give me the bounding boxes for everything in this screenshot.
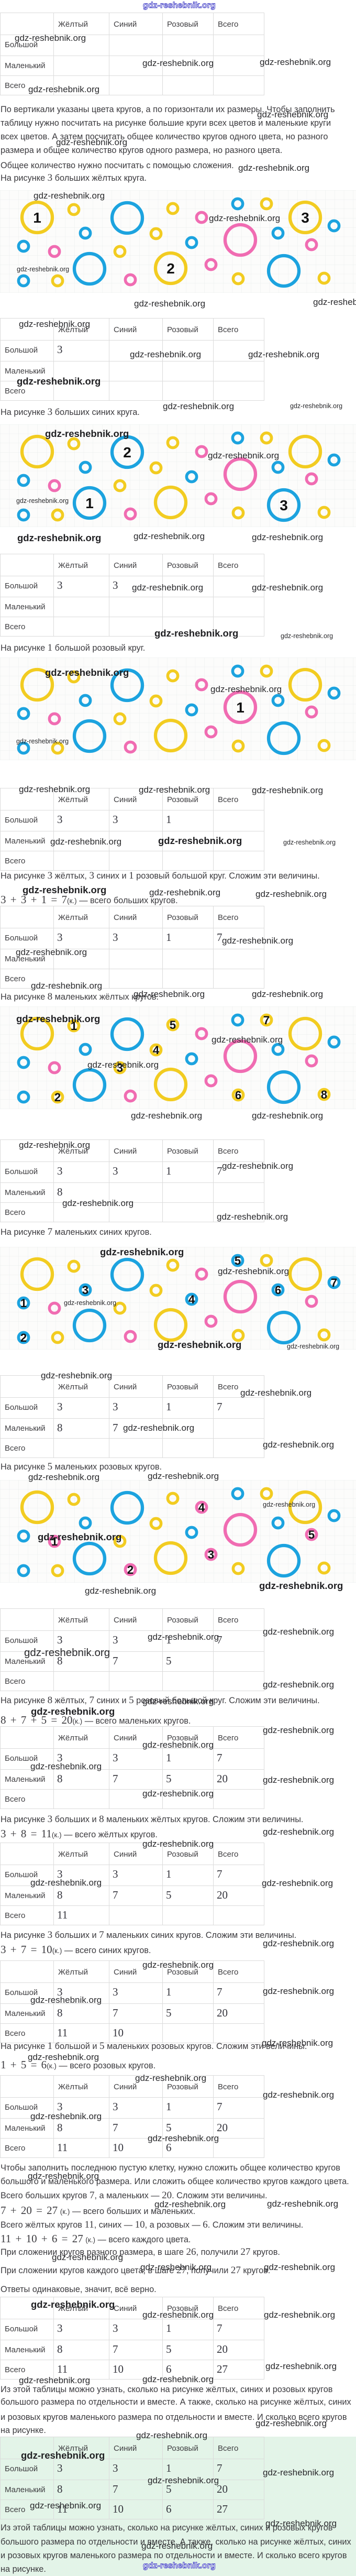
svg-text:4: 4 — [198, 1501, 205, 1514]
svg-text:1: 1 — [51, 1535, 58, 1548]
svg-text:5: 5 — [235, 1254, 241, 1267]
svg-text:3: 3 — [280, 497, 288, 513]
svg-text:1: 1 — [236, 699, 244, 716]
svg-text:7: 7 — [331, 1276, 337, 1289]
svg-text:2: 2 — [54, 1091, 61, 1104]
svg-text:3: 3 — [117, 1061, 123, 1075]
svg-text:2: 2 — [123, 444, 131, 461]
svg-text:1: 1 — [71, 1020, 77, 1033]
svg-text:4: 4 — [153, 1044, 160, 1057]
svg-text:6: 6 — [235, 1089, 241, 1102]
svg-text:6: 6 — [275, 1284, 281, 1297]
svg-text:2: 2 — [166, 260, 175, 277]
svg-text:5: 5 — [170, 1018, 176, 1032]
svg-text:8: 8 — [321, 1088, 327, 1101]
svg-text:1: 1 — [85, 495, 94, 511]
svg-text:3: 3 — [82, 1284, 88, 1297]
svg-text:1: 1 — [33, 210, 41, 226]
svg-text:7: 7 — [263, 1014, 270, 1027]
svg-text:2: 2 — [127, 1563, 134, 1576]
svg-text:1: 1 — [20, 1297, 27, 1310]
svg-text:4: 4 — [188, 1293, 195, 1306]
svg-text:5: 5 — [308, 1528, 315, 1541]
svg-text:2: 2 — [20, 1331, 27, 1344]
svg-text:3: 3 — [301, 210, 309, 226]
svg-text:3: 3 — [208, 1548, 214, 1561]
